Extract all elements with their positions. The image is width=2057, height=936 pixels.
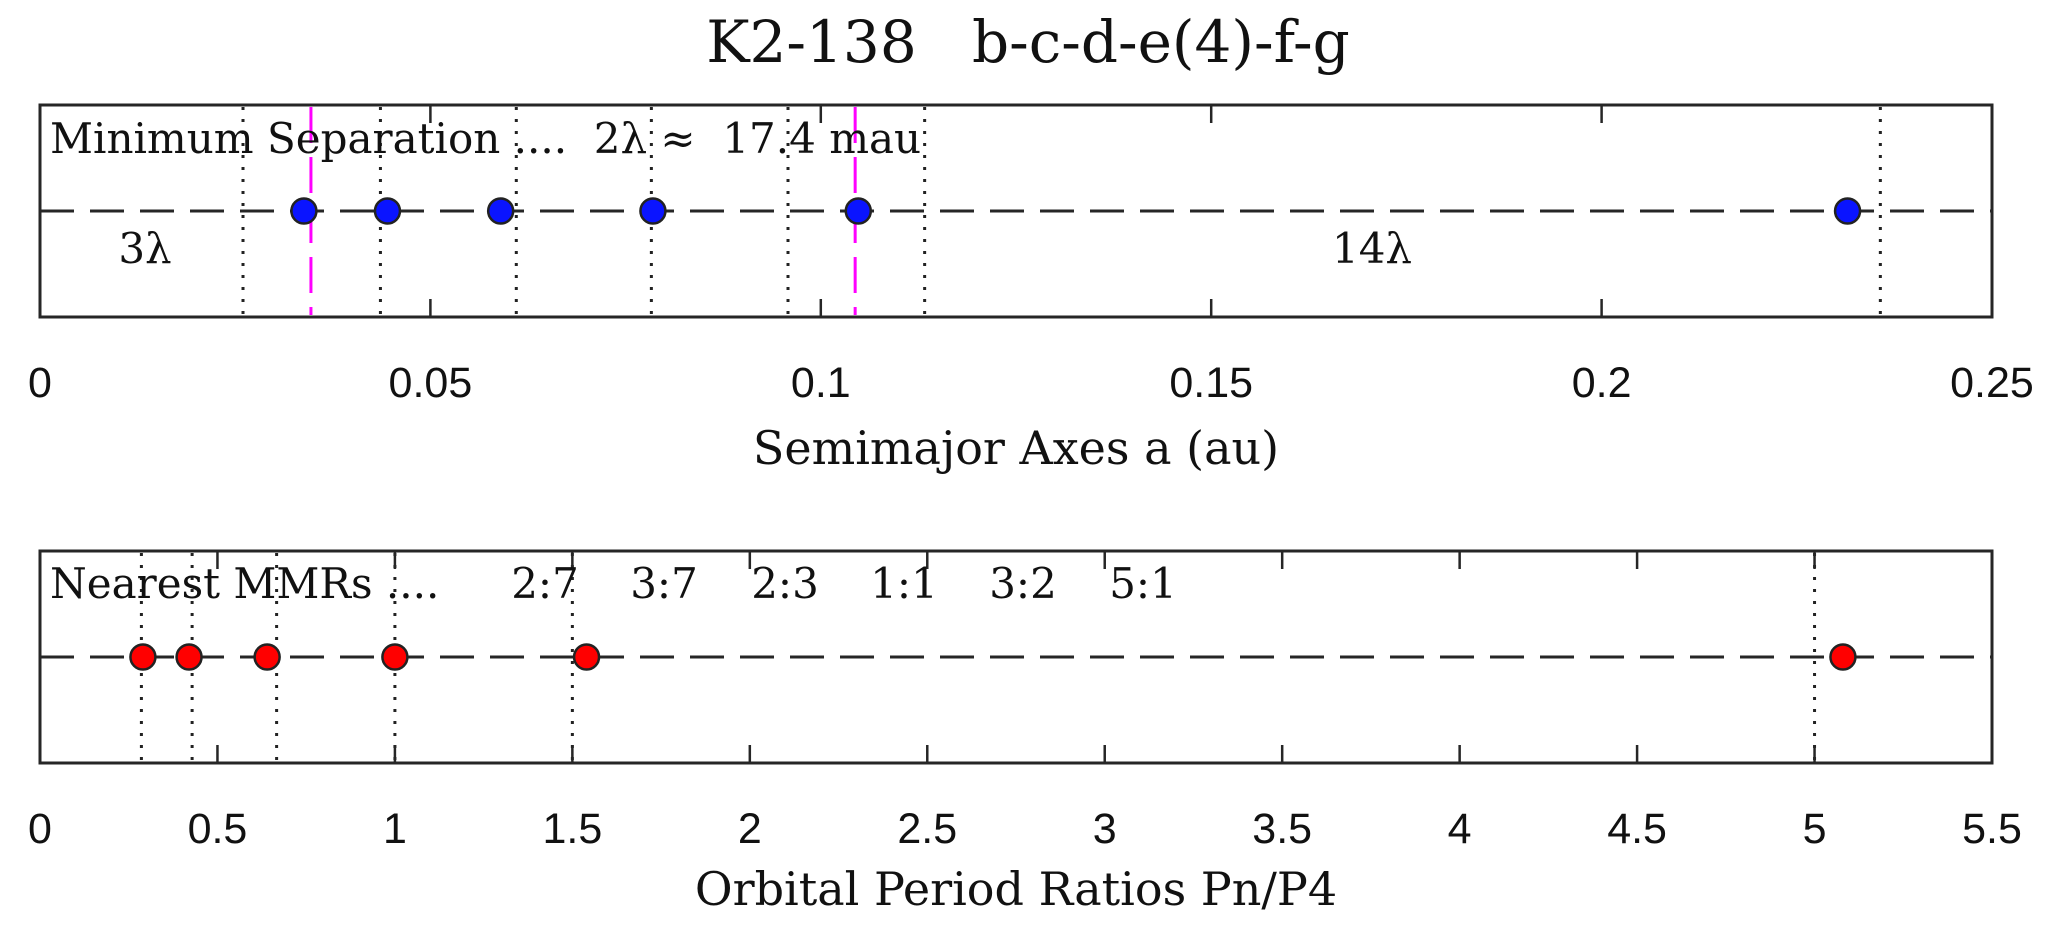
period-ratio-tick-label: 1 xyxy=(383,805,407,853)
period-ratio-data-point xyxy=(572,643,601,671)
mmr-label-5-1: 5:1 xyxy=(1109,559,1177,608)
period-ratio-x-label: Orbital Period Ratios Pn/P4 xyxy=(695,862,1337,916)
period-ratio-tick-label: 4.5 xyxy=(1607,805,1667,853)
period-ratio-data-point xyxy=(175,643,203,671)
minimum-separation-annotation: Minimum Separation .... 2λ ≈ 17.4 mau xyxy=(50,114,921,163)
semimajor-axes-tick-label: 0.2 xyxy=(1572,359,1632,407)
period-ratio-tick-label: 3.5 xyxy=(1252,805,1312,853)
period-ratio-tick-labels: 0 0.5 1 1.5 2 2.5 3 3.5 4 4.5 5 5.5 xyxy=(28,805,2022,853)
mmr-label-1-1: 1:1 xyxy=(870,559,938,608)
period-ratio-tick-label: 2 xyxy=(738,805,762,853)
period-ratio-data-point xyxy=(129,643,157,671)
period-ratio-tick-label: 1.5 xyxy=(542,805,602,853)
semimajor-axes-tick-label: 0.15 xyxy=(1169,359,1253,407)
period-ratio-data-point xyxy=(253,643,281,671)
semimajor-axes-data-point xyxy=(486,197,515,225)
semimajor-axes-tick-labels: 0 0.05 0.1 0.15 0.2 0.25 xyxy=(28,359,2034,407)
period-ratio-tick-label: 5 xyxy=(1803,805,1827,853)
semimajor-axes-data-point xyxy=(1833,197,1862,225)
mmr-label-2-3: 2:3 xyxy=(751,559,819,608)
period-ratio-tick-label: 3 xyxy=(1093,805,1117,853)
semimajor-axes-tick-label: 0.1 xyxy=(791,359,851,407)
three-lambda-annotation: 3λ xyxy=(118,224,171,273)
period-ratio-tick-label: 0.5 xyxy=(188,805,248,853)
period-ratio-data-point xyxy=(381,643,409,671)
semimajor-axes-tick-label: 0.25 xyxy=(1950,359,2034,407)
mmr-label-2-7: 2:7 xyxy=(511,559,579,608)
semimajor-axes-data-point xyxy=(290,197,318,225)
period-ratio-tick-label: 0 xyxy=(28,805,52,853)
semimajor-axes-panel: 0 0.05 0.1 0.15 0.2 0.25 Minimum Separation .… xyxy=(28,103,2034,475)
period-ratio-tick-label: 4 xyxy=(1448,805,1472,853)
chart-title: K2-138 b-c-d-e(4)-f-g xyxy=(706,8,1350,76)
period-ratio-data-point xyxy=(1829,643,1857,671)
period-ratio-ticks xyxy=(216,551,1816,763)
semimajor-axes-x-label: Semimajor Axes a (au) xyxy=(753,421,1279,475)
semimajor-axes-tick-label: 0 xyxy=(28,359,52,407)
period-ratio-panel: 0 0.5 1 1.5 2 2.5 3 3.5 4 4.5 5 5.5 Nearest MMRs ..… xyxy=(28,549,2022,916)
semimajor-axes-data-point xyxy=(639,197,667,225)
semimajor-axes-data-point xyxy=(844,197,873,225)
mmr-label-3-7: 3:7 xyxy=(630,559,698,608)
semimajor-axes-data-point xyxy=(373,197,402,225)
semimajor-axes-points xyxy=(290,197,1862,225)
semimajor-axes-tick-label: 0.05 xyxy=(389,359,473,407)
period-ratio-points xyxy=(129,643,1857,671)
mmr-label-3-2: 3:2 xyxy=(989,559,1057,608)
period-ratio-tick-label: 5.5 xyxy=(1962,805,2022,853)
fourteen-lambda-annotation: 14λ xyxy=(1332,224,1412,273)
period-ratio-tick-label: 2.5 xyxy=(897,805,957,853)
semimajor-axes-ticks xyxy=(429,105,1603,317)
nearest-mmrs-annotation: Nearest MMRs .... xyxy=(50,559,439,608)
